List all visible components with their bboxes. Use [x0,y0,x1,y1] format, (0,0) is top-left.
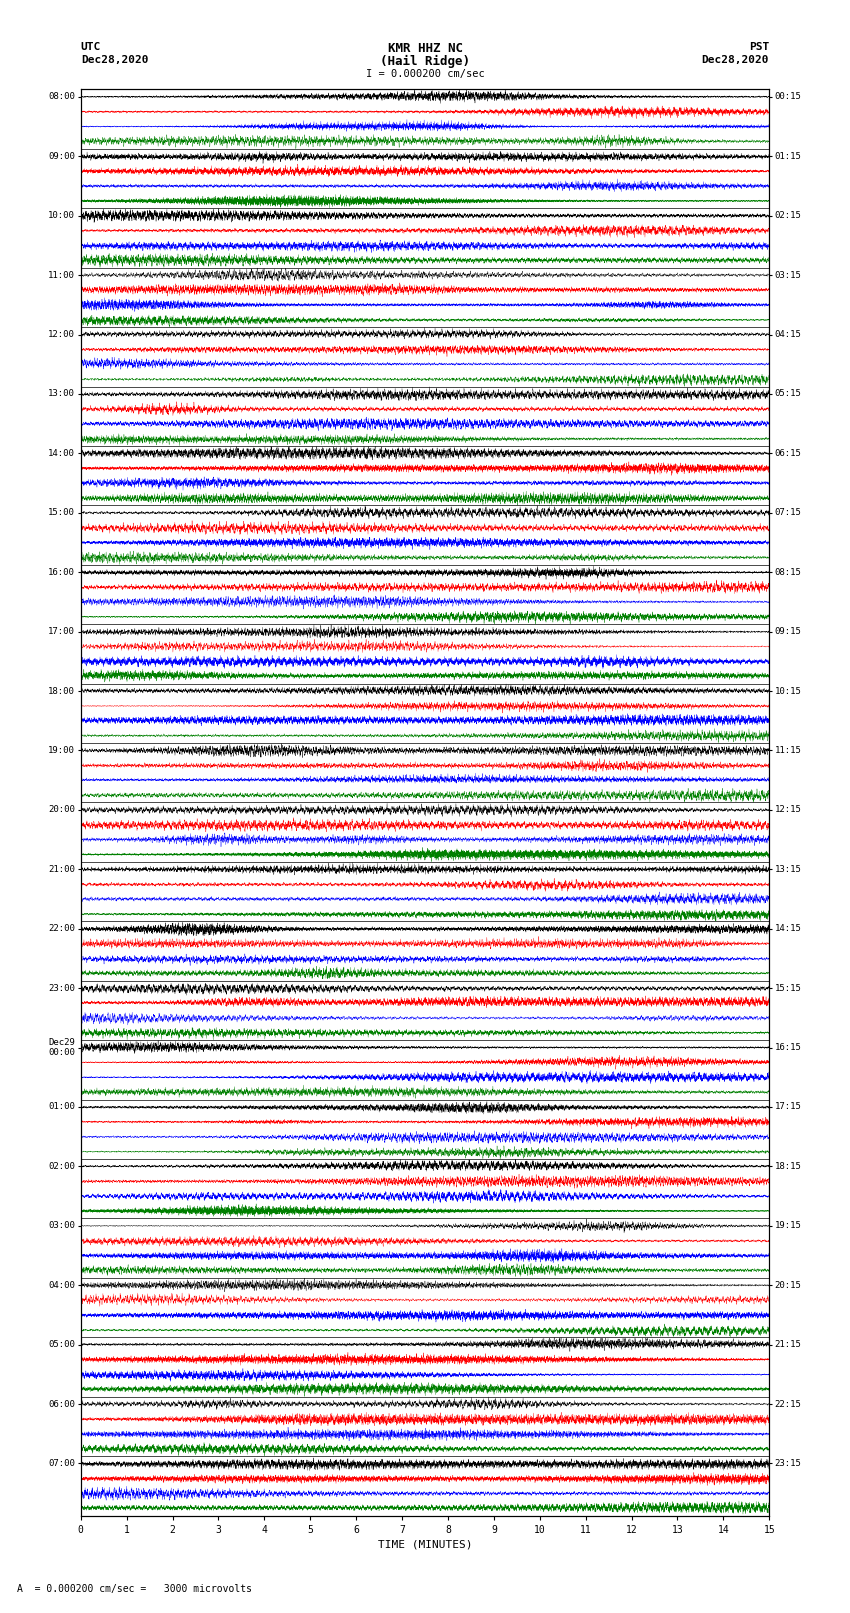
Text: A  = 0.000200 cm/sec =   3000 microvolts: A = 0.000200 cm/sec = 3000 microvolts [17,1584,252,1594]
Text: UTC: UTC [81,42,101,52]
Text: KMR HHZ NC: KMR HHZ NC [388,42,462,55]
Text: I = 0.000200 cm/sec: I = 0.000200 cm/sec [366,69,484,79]
Text: Dec28,2020: Dec28,2020 [702,55,769,65]
Text: Dec28,2020: Dec28,2020 [81,55,148,65]
X-axis label: TIME (MINUTES): TIME (MINUTES) [377,1539,473,1550]
Text: (Hail Ridge): (Hail Ridge) [380,55,470,68]
Text: PST: PST [749,42,769,52]
